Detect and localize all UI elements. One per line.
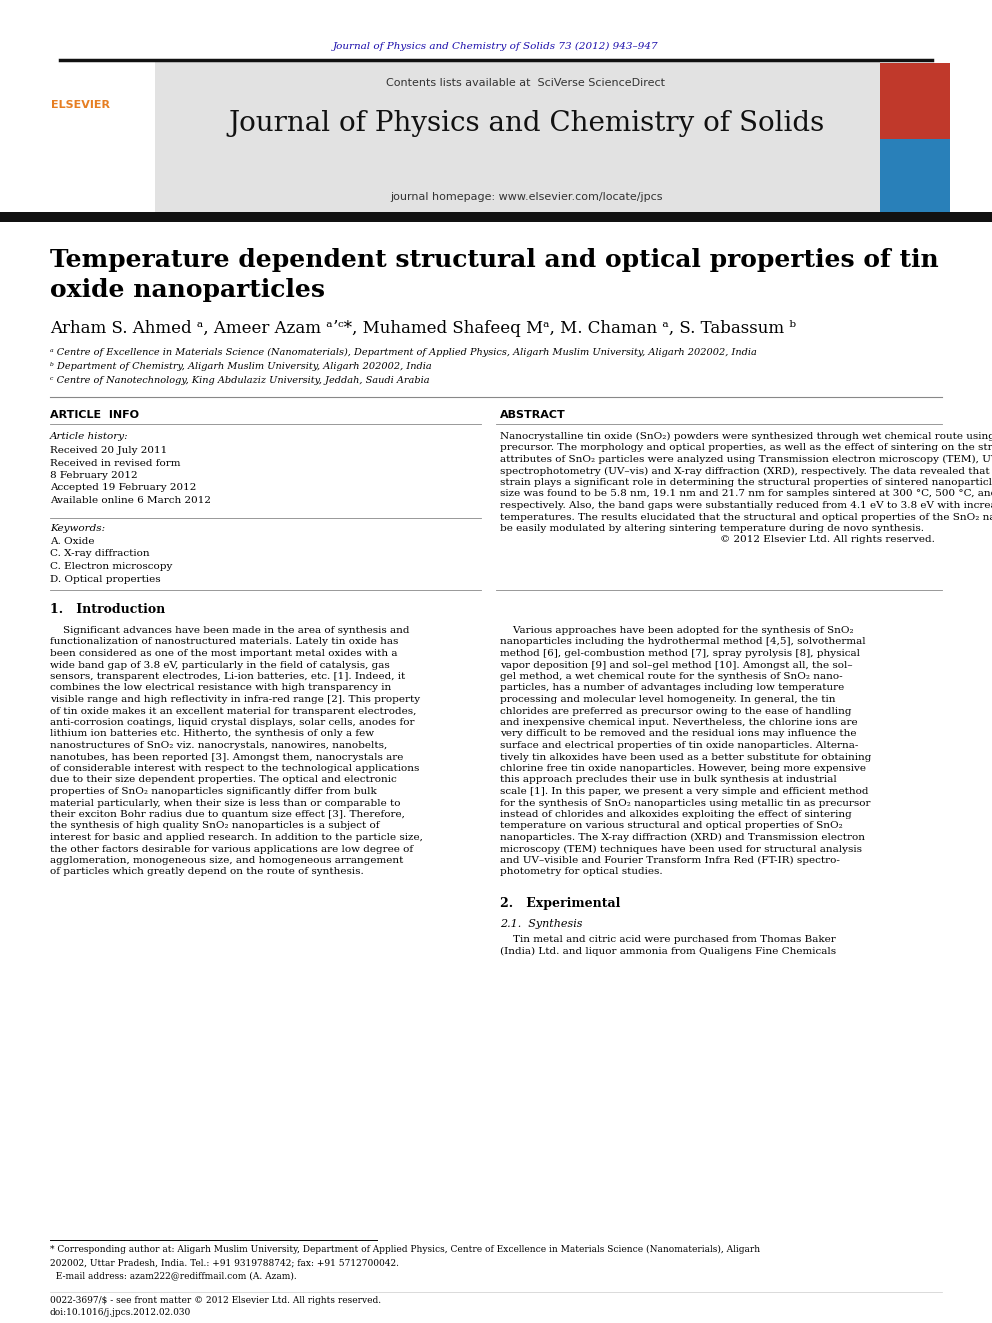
Text: ARTICLE  INFO: ARTICLE INFO [50,410,139,419]
Text: gel method, a wet chemical route for the synthesis of SnO₂ nano-: gel method, a wet chemical route for the… [500,672,842,681]
Text: Journal of Physics and Chemistry of Solids 73 (2012) 943–947: Journal of Physics and Chemistry of Soli… [333,42,659,52]
Text: * Corresponding author at: Aligarh Muslim University, Department of Applied Phys: * Corresponding author at: Aligarh Musli… [50,1245,760,1254]
Text: ᵇ Department of Chemistry, Aligarh Muslim University, Aligarh 202002, India: ᵇ Department of Chemistry, Aligarh Musli… [50,363,432,370]
Text: wide band gap of 3.8 eV, particularly in the field of catalysis, gas: wide band gap of 3.8 eV, particularly in… [50,660,390,669]
Text: A. Oxide: A. Oxide [50,537,94,546]
Text: Article history:: Article history: [50,433,129,441]
Text: spectrophotometry (UV–vis) and X-ray diffraction (XRD), respectively. The data r: spectrophotometry (UV–vis) and X-ray dif… [500,467,992,476]
Text: © 2012 Elsevier Ltd. All rights reserved.: © 2012 Elsevier Ltd. All rights reserved… [720,536,935,545]
Text: interest for basic and applied research. In addition to the particle size,: interest for basic and applied research.… [50,833,423,841]
Text: this approach precludes their use in bulk synthesis at industrial: this approach precludes their use in bul… [500,775,836,785]
Text: combines the low electrical resistance with high transparency in: combines the low electrical resistance w… [50,684,391,692]
Text: size was found to be 5.8 nm, 19.1 nm and 21.7 nm for samples sintered at 300 °C,: size was found to be 5.8 nm, 19.1 nm and… [500,490,992,499]
Text: nanotubes, has been reported [3]. Amongst them, nanocrystals are: nanotubes, has been reported [3]. Amongs… [50,753,404,762]
Text: 8 February 2012: 8 February 2012 [50,471,138,480]
Text: 2.1.  Synthesis: 2.1. Synthesis [500,919,582,929]
Bar [880,139,950,216]
Text: Various approaches have been adopted for the synthesis of SnO₂: Various approaches have been adopted for… [500,626,854,635]
Bar [0,62,155,216]
Text: nanostructures of SnO₂ viz. nanocrystals, nanowires, nanobelts,: nanostructures of SnO₂ viz. nanocrystals… [50,741,387,750]
Text: instead of chlorides and alkoxides exploiting the effect of sintering: instead of chlorides and alkoxides explo… [500,810,852,819]
Bar [0,212,992,222]
Text: nanoparticles. The X-ray diffraction (XRD) and Transmission electron: nanoparticles. The X-ray diffraction (XR… [500,833,865,843]
Text: particles, has a number of advantages including low temperature: particles, has a number of advantages in… [500,684,844,692]
Text: for the synthesis of SnO₂ nanoparticles using metallic tin as precursor: for the synthesis of SnO₂ nanoparticles … [500,799,871,807]
Text: been considered as one of the most important metal oxides with a: been considered as one of the most impor… [50,650,398,658]
Text: journal homepage: www.elsevier.com/locate/jpcs: journal homepage: www.elsevier.com/locat… [390,192,663,202]
Text: C. X-ray diffraction: C. X-ray diffraction [50,549,150,558]
Text: agglomeration, monogeneous size, and homogeneous arrangement: agglomeration, monogeneous size, and hom… [50,856,404,865]
Text: due to their size dependent properties. The optical and electronic: due to their size dependent properties. … [50,775,397,785]
Text: lithium ion batteries etc. Hitherto, the synthesis of only a few: lithium ion batteries etc. Hitherto, the… [50,729,374,738]
Text: photometry for optical studies.: photometry for optical studies. [500,868,663,877]
Text: tively tin alkoxides have been used as a better substitute for obtaining: tively tin alkoxides have been used as a… [500,753,871,762]
Text: Nanocrystalline tin oxide (SnO₂) powders were synthesized through wet chemical r: Nanocrystalline tin oxide (SnO₂) powders… [500,433,992,441]
Text: Arham S. Ahmed ᵃ, Ameer Azam ᵃʼᶜ*, Muhamed Shafeeq Mᵃ, M. Chaman ᵃ, S. Tabassum : Arham S. Ahmed ᵃ, Ameer Azam ᵃʼᶜ*, Muham… [50,320,797,337]
Text: sensors, transparent electrodes, Li-ion batteries, etc. [1]. Indeed, it: sensors, transparent electrodes, Li-ion … [50,672,406,681]
Text: material particularly, when their size is less than or comparable to: material particularly, when their size i… [50,799,401,807]
Text: strain plays a significant role in determining the structural properties of sint: strain plays a significant role in deter… [500,478,992,487]
Text: Journal of Physics and Chemistry of Solids: Journal of Physics and Chemistry of Soli… [228,110,824,138]
Text: temperatures. The results elucidated that the structural and optical properties : temperatures. The results elucidated tha… [500,512,992,521]
Text: Available online 6 March 2012: Available online 6 March 2012 [50,496,211,505]
Text: Received 20 July 2011: Received 20 July 2011 [50,446,168,455]
Text: 1.   Introduction: 1. Introduction [50,603,166,617]
Text: ELSEVIER: ELSEVIER [51,101,109,110]
Text: visible range and high reflectivity in infra-red range [2]. This property: visible range and high reflectivity in i… [50,695,421,704]
Text: of particles which greatly depend on the route of synthesis.: of particles which greatly depend on the… [50,868,364,877]
Text: the synthesis of high quality SnO₂ nanoparticles is a subject of: the synthesis of high quality SnO₂ nanop… [50,822,380,831]
Text: and UV–visible and Fourier Transform Infra Red (FT-IR) spectro-: and UV–visible and Fourier Transform Inf… [500,856,840,865]
Text: oxide nanoparticles: oxide nanoparticles [50,278,325,302]
Text: E-mail address: azam222@rediffmail.com (A. Azam).: E-mail address: azam222@rediffmail.com (… [50,1271,297,1279]
Text: very difficult to be removed and the residual ions may influence the: very difficult to be removed and the res… [500,729,856,738]
Text: Tin metal and citric acid were purchased from Thomas Baker: Tin metal and citric acid were purchased… [500,935,835,945]
Bar [880,64,950,139]
Bar [155,62,880,216]
Text: nanoparticles including the hydrothermal method [4,5], solvothermal: nanoparticles including the hydrothermal… [500,638,866,647]
Text: scale [1]. In this paper, we present a very simple and efficient method: scale [1]. In this paper, we present a v… [500,787,869,796]
Text: their exciton Bohr radius due to quantum size effect [3]. Therefore,: their exciton Bohr radius due to quantum… [50,810,405,819]
Text: 202002, Uttar Pradesh, India. Tel.: +91 9319788742; fax: +91 5712700042.: 202002, Uttar Pradesh, India. Tel.: +91 … [50,1258,399,1267]
Text: ᵃ Centre of Excellence in Materials Science (Nanomaterials), Department of Appli: ᵃ Centre of Excellence in Materials Scie… [50,348,757,357]
Text: functionalization of nanostructured materials. Lately tin oxide has: functionalization of nanostructured mate… [50,638,399,647]
Text: of considerable interest with respect to the technological applications: of considerable interest with respect to… [50,763,420,773]
Text: Contents lists available at  SciVerse ScienceDirect: Contents lists available at SciVerse Sci… [387,78,666,89]
Text: of tin oxide makes it an excellent material for transparent electrodes,: of tin oxide makes it an excellent mater… [50,706,417,716]
Text: attributes of SnO₂ particles were analyzed using Transmission electron microscop: attributes of SnO₂ particles were analyz… [500,455,992,464]
Text: precursor. The morphology and optical properties, as well as the effect of sinte: precursor. The morphology and optical pr… [500,443,992,452]
Text: Significant advances have been made in the area of synthesis and: Significant advances have been made in t… [50,626,410,635]
Text: ᶜ Centre of Nanotechnology, King Abdulaziz University, Jeddah, Saudi Arabia: ᶜ Centre of Nanotechnology, King Abdulaz… [50,376,430,385]
Text: doi:10.1016/j.jpcs.2012.02.030: doi:10.1016/j.jpcs.2012.02.030 [50,1308,191,1316]
Text: C. Electron microscopy: C. Electron microscopy [50,562,173,572]
Text: respectively. Also, the band gaps were substantially reduced from 4.1 eV to 3.8 : respectively. Also, the band gaps were s… [500,501,992,509]
Text: anti-corrosion coatings, liquid crystal displays, solar cells, anodes for: anti-corrosion coatings, liquid crystal … [50,718,415,728]
Text: D. Optical properties: D. Optical properties [50,574,161,583]
Text: processing and molecular level homogeneity. In general, the tin: processing and molecular level homogenei… [500,695,835,704]
Text: and inexpensive chemical input. Nevertheless, the chlorine ions are: and inexpensive chemical input. Neverthe… [500,718,858,728]
Text: chlorine free tin oxide nanoparticles. However, being more expensive: chlorine free tin oxide nanoparticles. H… [500,763,866,773]
Text: properties of SnO₂ nanoparticles significantly differ from bulk: properties of SnO₂ nanoparticles signifi… [50,787,377,796]
Text: be easily modulated by altering sintering temperature during de novo synthesis.: be easily modulated by altering sinterin… [500,524,924,533]
Text: vapor deposition [9] and sol–gel method [10]. Amongst all, the sol–: vapor deposition [9] and sol–gel method … [500,660,853,669]
Text: Keywords:: Keywords: [50,524,105,533]
Text: Accepted 19 February 2012: Accepted 19 February 2012 [50,483,196,492]
Text: Temperature dependent structural and optical properties of tin: Temperature dependent structural and opt… [50,247,938,273]
Text: (India) Ltd. and liquor ammonia from Qualigens Fine Chemicals: (India) Ltd. and liquor ammonia from Qua… [500,946,836,955]
Text: temperature on various structural and optical properties of SnO₂: temperature on various structural and op… [500,822,843,831]
Text: 2.   Experimental: 2. Experimental [500,897,620,910]
Text: surface and electrical properties of tin oxide nanoparticles. Alterna-: surface and electrical properties of tin… [500,741,858,750]
Text: method [6], gel-combustion method [7], spray pyrolysis [8], physical: method [6], gel-combustion method [7], s… [500,650,860,658]
Text: 0022-3697/$ - see front matter © 2012 Elsevier Ltd. All rights reserved.: 0022-3697/$ - see front matter © 2012 El… [50,1297,381,1304]
Text: Received in revised form: Received in revised form [50,459,181,467]
Text: the other factors desirable for various applications are low degree of: the other factors desirable for various … [50,844,413,853]
Text: ABSTRACT: ABSTRACT [500,410,565,419]
Text: microscopy (TEM) techniques have been used for structural analysis: microscopy (TEM) techniques have been us… [500,844,862,853]
Text: chlorides are preferred as precursor owing to the ease of handling: chlorides are preferred as precursor owi… [500,706,851,716]
